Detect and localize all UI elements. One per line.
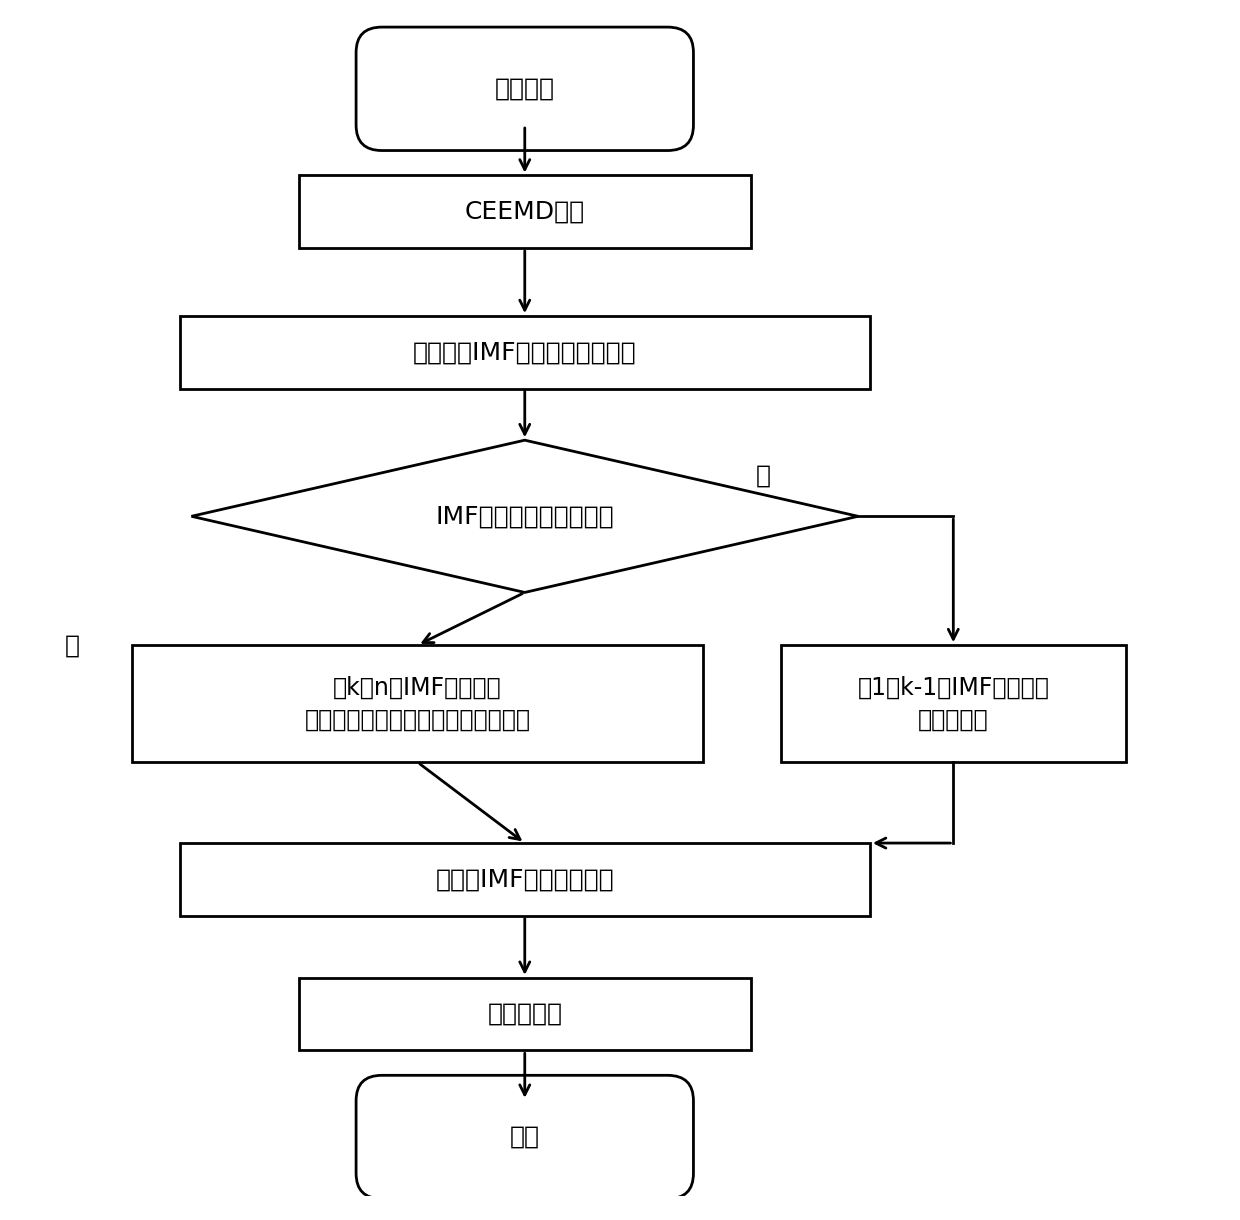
Text: 对所有IMF分量进行重构: 对所有IMF分量进行重构 xyxy=(435,867,614,892)
Bar xyxy=(299,977,751,1050)
Text: 否: 否 xyxy=(755,464,770,487)
Text: 对1～k-1阶IMF分量进行
软阈值去噪: 对1～k-1阶IMF分量进行 软阈值去噪 xyxy=(857,676,1049,732)
FancyBboxPatch shape xyxy=(356,27,693,150)
FancyBboxPatch shape xyxy=(356,1075,693,1199)
Bar xyxy=(299,176,751,248)
Bar xyxy=(180,843,870,916)
Text: CEEMD分解: CEEMD分解 xyxy=(465,200,585,223)
Polygon shape xyxy=(191,440,858,593)
Text: 是: 是 xyxy=(64,633,79,658)
Text: 小波包分解: 小波包分解 xyxy=(487,1002,562,1026)
Bar xyxy=(131,645,703,762)
Text: 原始信号: 原始信号 xyxy=(495,77,554,101)
Bar xyxy=(781,645,1126,762)
Text: 对k～n阶IMF分量进行
无偏似然估计原理的自适应规则降噪: 对k～n阶IMF分量进行 无偏似然估计原理的自适应规则降噪 xyxy=(305,676,531,732)
Text: 结束: 结束 xyxy=(510,1125,539,1149)
Text: 计算所有IMF分量的自相关函数: 计算所有IMF分量的自相关函数 xyxy=(413,340,636,365)
Bar xyxy=(180,316,870,389)
Text: IMF分量是否信号主导？: IMF分量是否信号主导？ xyxy=(435,504,614,528)
